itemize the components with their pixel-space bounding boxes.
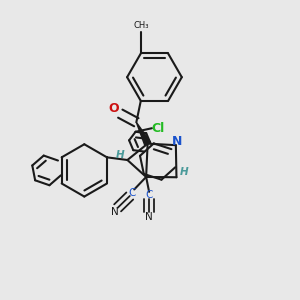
Text: Cl: Cl [152,122,165,135]
Text: N: N [172,135,182,148]
Text: H: H [180,167,188,177]
Text: O: O [108,102,119,115]
Text: H: H [116,150,124,160]
Text: C: C [146,190,153,200]
Text: N: N [111,207,119,217]
Text: CH₃: CH₃ [133,21,148,30]
Polygon shape [136,122,151,145]
Text: N: N [145,212,153,222]
Text: C: C [128,188,136,198]
